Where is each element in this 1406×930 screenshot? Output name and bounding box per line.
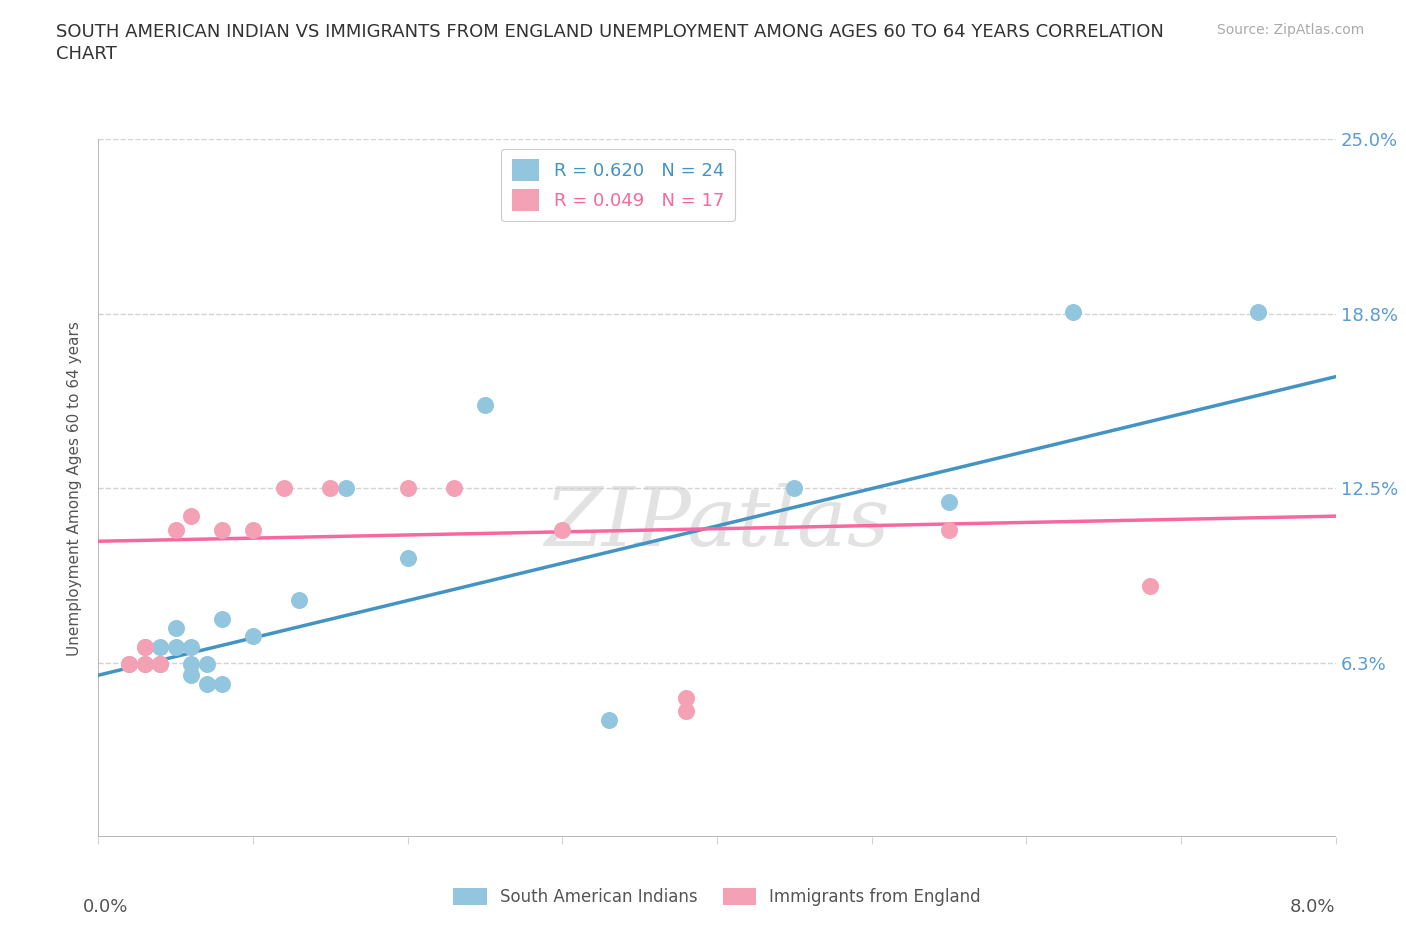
- Point: [551, 523, 574, 538]
- Point: [675, 704, 697, 719]
- Point: [134, 657, 156, 671]
- Point: [1247, 305, 1270, 320]
- Text: SOUTH AMERICAN INDIAN VS IMMIGRANTS FROM ENGLAND UNEMPLOYMENT AMONG AGES 60 TO 6: SOUTH AMERICAN INDIAN VS IMMIGRANTS FROM…: [56, 23, 1164, 41]
- Point: [180, 640, 202, 655]
- Point: [180, 509, 202, 524]
- Point: [938, 495, 960, 510]
- Point: [165, 620, 187, 635]
- Point: [211, 676, 233, 691]
- Point: [149, 640, 172, 655]
- Point: [443, 481, 465, 496]
- Point: [273, 481, 295, 496]
- Point: [134, 657, 156, 671]
- Point: [149, 657, 172, 671]
- Point: [180, 668, 202, 683]
- Legend: South American Indians, Immigrants from England: South American Indians, Immigrants from …: [447, 881, 987, 912]
- Text: Source: ZipAtlas.com: Source: ZipAtlas.com: [1216, 23, 1364, 37]
- Point: [675, 690, 697, 705]
- Point: [211, 523, 233, 538]
- Point: [783, 481, 806, 496]
- Point: [319, 481, 342, 496]
- Point: [195, 676, 218, 691]
- Point: [474, 397, 496, 412]
- Point: [134, 640, 156, 655]
- Point: [598, 712, 620, 727]
- Point: [288, 592, 311, 607]
- Point: [211, 612, 233, 627]
- Point: [180, 657, 202, 671]
- Point: [165, 523, 187, 538]
- Text: 8.0%: 8.0%: [1291, 898, 1336, 916]
- Point: [335, 481, 357, 496]
- Text: CHART: CHART: [56, 45, 117, 62]
- Y-axis label: Unemployment Among Ages 60 to 64 years: Unemployment Among Ages 60 to 64 years: [67, 321, 83, 656]
- Point: [396, 551, 419, 565]
- Point: [134, 640, 156, 655]
- Point: [1062, 305, 1084, 320]
- Point: [118, 657, 141, 671]
- Point: [149, 657, 172, 671]
- Point: [118, 657, 141, 671]
- Point: [396, 481, 419, 496]
- Text: ZIPatlas: ZIPatlas: [544, 483, 890, 564]
- Point: [242, 629, 264, 644]
- Point: [938, 523, 960, 538]
- Point: [165, 640, 187, 655]
- Point: [1139, 578, 1161, 593]
- Point: [242, 523, 264, 538]
- Text: 0.0%: 0.0%: [83, 898, 128, 916]
- Point: [195, 657, 218, 671]
